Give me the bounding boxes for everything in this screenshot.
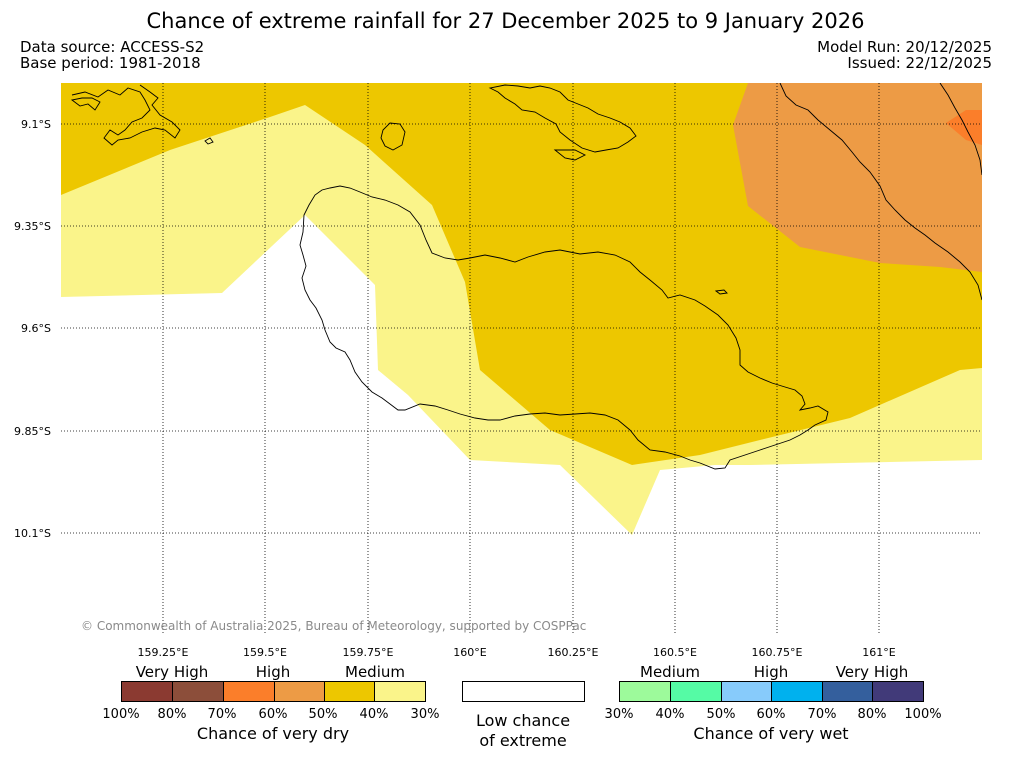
dry-category-label: High [255,663,291,681]
copyright-notice: © Commonwealth of Australia 2025, Bureau… [81,619,587,633]
wet-percent-label: 40% [655,707,685,722]
small-islet-coast [714,289,728,295]
dry-percent-label: 50% [308,707,338,722]
run-info: Model Run: 20/12/2025 Issued: 22/12/2025 [817,39,992,71]
wet-legend-title: Chance of very wet [693,724,849,743]
wet-swatch [670,681,722,702]
florida-islands-coast [488,84,637,153]
guadalcanal-coast [299,185,829,470]
wet-swatch [872,681,924,702]
lon-label: 160.25°E [548,646,599,659]
dry-legend-title: Chance of very dry [196,724,350,743]
wet-swatch [721,681,773,702]
coastlines [70,83,982,470]
low-chance-line-2: of extreme [479,731,567,750]
low-chance-label: Low chance of extreme [448,711,598,751]
savo-island-coast [380,122,406,151]
data-source: Data source: ACCESS-S2 [20,38,205,56]
wet-category-label: Very High [835,663,909,681]
lon-label: 160.75°E [752,646,803,659]
lon-label: 159.25°E [138,646,189,659]
dry-swatch [172,681,224,702]
lon-labels: 159.25°E 159.5°E 159.75°E 160°E 160.25°E… [138,646,896,659]
wet-category-label: Medium [640,663,700,681]
dry-percent-label: 40% [359,707,389,722]
nggela-coast-detail [553,149,587,161]
wet-percent-label: 60% [756,707,786,722]
dry-percent-label: 30% [410,707,440,722]
russell-islands-coast-2 [70,97,101,111]
wet-swatch [619,681,671,702]
wet-percent-label: 70% [807,707,837,722]
wet-swatch [822,681,874,702]
lat-label: 9.1°S [21,118,51,131]
lon-label: 159.75°E [343,646,394,659]
dry-category-label: Medium [345,663,405,681]
dry-percent-label: 70% [207,707,237,722]
wet-percent-label: 50% [706,707,736,722]
dry-swatch [374,681,426,702]
dry-swatch [324,681,376,702]
lat-label: 10.1°S [14,527,51,540]
dry-percent-label: 100% [102,707,140,722]
islet-coast-2 [204,137,214,145]
dry-high-patch [946,110,982,145]
dry-category-label: Very High [135,663,209,681]
lon-label: 160.5°E [653,646,697,659]
dry-swatch [274,681,326,702]
lon-label: 161°E [862,646,895,659]
wet-percent-label: 30% [604,707,634,722]
base-period: Base period: 1981-2018 [20,54,201,72]
model-run: Model Run: 20/12/2025 [817,38,992,56]
wet-percent-label: 80% [857,707,887,722]
low-chance-line-1: Low chance [475,711,571,730]
lon-label: 159.5°E [243,646,287,659]
map-title: Chance of extreme rainfall for 27 Decemb… [146,9,865,33]
lat-label: 9.6°S [21,322,51,335]
dry-high-region [733,83,982,272]
lat-labels: 9.1°S 9.35°S 9.6°S 9.85°S 10.1°S [14,118,51,540]
malaita-coast [779,83,982,301]
dry-swatch [121,681,173,702]
russell-islands-coast [71,84,181,146]
wet-percent-label: 100% [904,707,942,722]
dry-swatch [223,681,275,702]
graticule [61,83,982,633]
dry-percent-label: 60% [258,707,288,722]
source-info: Data source: ACCESS-S2 Base period: 1981… [20,39,204,71]
wet-swatch [771,681,823,702]
dry-percent-label: 80% [157,707,187,722]
wet-category-label: High [753,663,789,681]
lon-label: 160°E [453,646,486,659]
lat-label: 9.85°S [14,425,51,438]
malaita-coast-east [939,83,982,176]
lat-label: 9.35°S [14,220,51,233]
low-chance-swatch [462,681,585,702]
issued-date: Issued: 22/12/2025 [847,54,992,72]
